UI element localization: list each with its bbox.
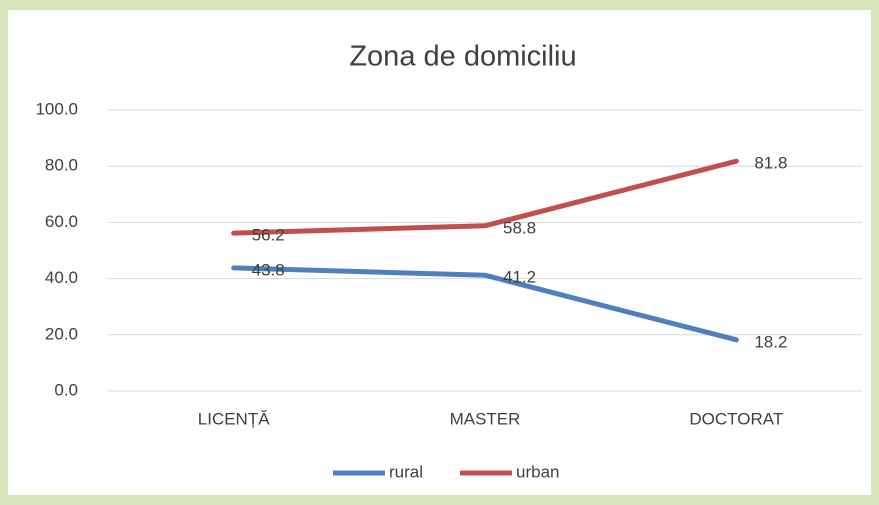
x-tick-label: MASTER	[450, 409, 521, 428]
y-tick-label: 100.0	[35, 99, 78, 118]
data-label: 56.2	[252, 226, 285, 245]
x-tick-label: DOCTORAT	[689, 409, 783, 428]
data-label: 58.8	[503, 218, 536, 237]
series-line	[231, 265, 739, 343]
series-line	[231, 158, 739, 236]
data-label: 41.2	[503, 268, 536, 287]
y-tick-label: 40.0	[45, 268, 78, 287]
legend-label: rural	[389, 462, 423, 481]
y-tick-label: 60.0	[45, 212, 78, 231]
y-tick-label: 20.0	[45, 324, 78, 343]
chart-title: Zona de domiciliu	[349, 41, 576, 73]
data-label: 81.8	[754, 154, 787, 173]
y-tick-label: 0.0	[54, 380, 78, 399]
y-tick-label: 80.0	[45, 156, 78, 175]
legend-label: urban	[516, 462, 559, 481]
chart-area	[8, 10, 871, 495]
x-tick-label: LICENȚĂ	[198, 409, 270, 428]
data-label: 18.2	[754, 332, 787, 351]
data-label: 43.8	[252, 260, 285, 279]
